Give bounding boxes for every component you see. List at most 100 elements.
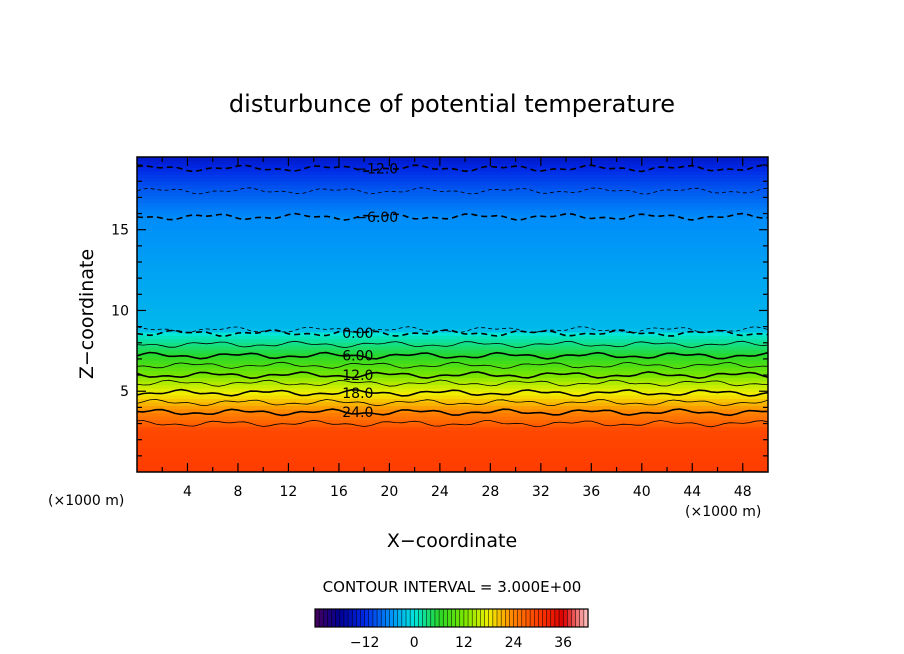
color-band [137,447,768,452]
colorbar-swatch [314,608,320,628]
color-band [137,338,768,343]
color-band [137,363,768,368]
color-band [137,205,768,210]
colorbar-swatch [434,608,440,628]
y-axis-ticks: 5 10 15 [111,164,768,457]
color-band [137,191,768,196]
color-band [137,244,768,249]
contour-label: 24.0 [342,405,373,421]
y-tick-label: 15 [111,223,129,239]
colorbar-swatch [538,608,544,628]
colorbar-swatch [525,608,531,628]
contour-label: 6.00 [342,349,373,365]
color-band [137,461,768,466]
color-band [137,282,768,287]
colorbar-tick-label: 36 [554,635,572,651]
colorbar-swatch [529,608,535,628]
colorbar-swatch [496,608,502,628]
x-tick-label: 24 [431,484,449,500]
contour-label: −6.00 [355,210,398,226]
colorbar-swatch [492,608,498,628]
colorbar-swatch [385,608,391,628]
color-band [137,307,768,312]
contour-labels: −12.0 −6.00 0.00 6.00 12.0 18.0 24.0 [342,161,398,421]
color-band [137,177,768,182]
color-band [137,181,768,186]
x-tick-label: 44 [683,484,701,500]
colorbar-swatch [484,608,490,628]
x-axis-label: X−coordinate [387,530,517,552]
color-band [137,198,768,203]
colorbar-swatch [393,608,399,628]
colorbar-swatch [463,608,469,628]
color-band [137,359,768,364]
x-tick-label: 32 [532,484,550,500]
colorbar-swatch [533,608,539,628]
colorbar-swatch [467,608,473,628]
colorbar-swatch [376,608,382,628]
color-band [137,342,768,347]
colorbar-swatch [562,608,568,628]
color-band [137,310,768,315]
colorbar-swatch [327,608,333,628]
colorbar-ticks: −12 0 12 24 36 [350,635,572,651]
color-band [137,265,768,270]
colorbar-swatch [372,608,378,628]
color-band [137,247,768,252]
colorbar-swatch [438,608,444,628]
colorbar-swatch [360,608,366,628]
x-unit-right: (×1000 m) [685,504,761,520]
color-band [137,408,768,413]
x-tick-label: 12 [280,484,298,500]
colorbar-swatch [442,608,448,628]
color-band [137,433,768,438]
contour-label: 0.00 [342,326,373,342]
x-unit-left: (×1000 m) [48,493,124,509]
y-tick-label: 10 [111,303,129,319]
contour-line [137,351,768,360]
x-tick-label: 16 [330,484,348,500]
color-band [137,268,768,273]
color-band [137,314,768,319]
x-tick-label: 20 [380,484,398,500]
color-band [137,398,768,403]
colorbar-swatch [517,608,523,628]
color-band [137,317,768,322]
colorbar-swatch [380,608,386,628]
contour-line [137,419,768,428]
colorbar-swatch [500,608,506,628]
color-band [137,163,768,168]
color-band [137,230,768,235]
color-band [137,226,768,231]
colorbar-swatch [571,608,577,628]
color-band [137,335,768,340]
color-band [137,321,768,326]
colorbar-swatch [323,608,328,628]
x-tick-label: 4 [183,484,192,500]
colorbar-swatch [459,608,465,628]
color-band [137,212,768,217]
colorbar-swatch [430,608,436,628]
colorbar-tick-label: 0 [410,635,419,651]
colorbar-swatch [558,608,564,628]
colorbar-tick-label: 24 [505,635,523,651]
colorbar-swatch [521,608,527,628]
colorbar-swatch [575,608,581,628]
contour-line [137,164,768,173]
colorbar-swatch [480,608,486,628]
color-band [137,356,768,361]
contour-line [137,398,768,407]
colorbar-swatch [451,608,457,628]
chart-title: disturbunce of potential temperature [229,90,675,118]
color-band [137,223,768,228]
color-band [137,415,768,420]
colorbar-swatch [364,608,370,628]
color-band [137,443,768,448]
x-tick-label: 48 [734,484,752,500]
contour-line [137,329,768,337]
colorbar-swatch [505,608,510,628]
color-band [137,157,768,161]
color-band [137,349,768,354]
contour-label: 12.0 [342,368,373,384]
color-band [137,160,768,165]
